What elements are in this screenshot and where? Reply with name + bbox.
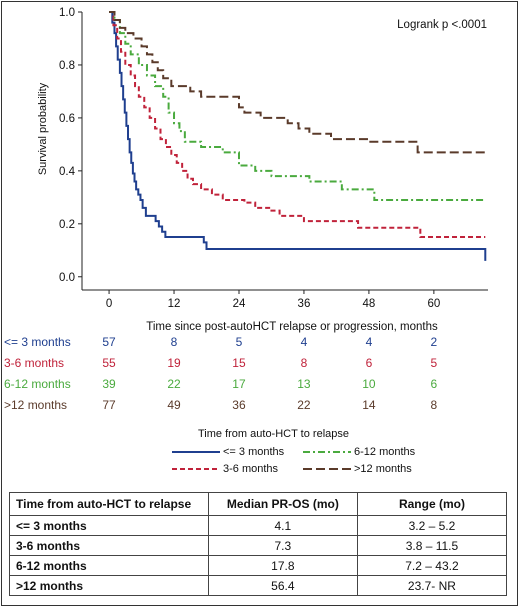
risk-value: 4 [300, 335, 308, 349]
risk-value: 15 [232, 356, 246, 370]
x-tick-label: 36 [298, 298, 311, 310]
table-row: <= 3 months 4.1 3.2 – 5.2 [9, 515, 508, 536]
risk-value: 19 [167, 356, 181, 370]
risk-row: 6-12 months 39 22 17 13 10 6 [0, 377, 520, 393]
y-tick-label: 0.2 [59, 219, 75, 231]
y-tick-label: 0.8 [59, 60, 75, 72]
legend-label: 3-6 months [223, 463, 279, 475]
legend-item-3-6: 3-6 months [172, 463, 278, 475]
risk-value: 14 [362, 398, 376, 412]
table-row: 6-12 months 17.8 7.2 – 43.2 [9, 555, 508, 576]
survival-curve-2 [109, 11, 486, 201]
legend-item-le3: <= 3 months [172, 446, 284, 458]
risk-row: 3-6 months 55 19 15 8 6 5 [0, 356, 520, 372]
table-cell: >12 months [9, 575, 209, 596]
y-tick-label: 0.0 [59, 272, 75, 284]
risk-row: <= 3 months 57 8 5 4 4 2 [0, 335, 520, 351]
x-tick-label: 24 [233, 298, 246, 310]
axes: 0.0 0.2 0.4 0.6 0.8 1.0 0 12 24 36 48 60 [59, 7, 488, 310]
risk-value: 8 [300, 356, 308, 370]
table-header: Range (mo) [356, 492, 508, 516]
legend-label: >12 months [354, 463, 412, 475]
risk-value: 8 [430, 398, 438, 412]
x-tick-label: 12 [168, 298, 181, 310]
y-axis-label: Survival probability [37, 82, 49, 175]
risk-row-label: 6-12 months [4, 377, 71, 391]
table-row: >12 months 56.4 23.7- NR [9, 575, 508, 596]
logrank-annotation: Logrank p <.0001 [397, 19, 487, 31]
y-tick-label: 0.6 [59, 113, 75, 125]
y-tick-label: 0.4 [59, 166, 76, 178]
table-header-row: Time from auto-HCT to relapse Median PR-… [9, 492, 508, 516]
table-row: 3-6 months 7.3 3.8 – 11.5 [9, 535, 508, 556]
risk-value: 39 [102, 377, 116, 391]
table-cell: 6-12 months [9, 555, 209, 576]
x-tick-label: 60 [427, 298, 440, 310]
legend-title: Time from auto-HCT to relapse [198, 428, 349, 440]
risk-row-label: <= 3 months [4, 335, 71, 349]
table-cell: 23.7- NR [356, 575, 508, 596]
risk-value: 6 [430, 377, 438, 391]
legend-item-gt12: >12 months [303, 463, 412, 475]
legend-swatch [172, 451, 220, 454]
risk-value: 57 [102, 335, 116, 349]
risk-value: 49 [167, 398, 181, 412]
risk-value: 77 [102, 398, 116, 412]
survival-curve-0 [109, 11, 487, 261]
risk-row: >12 months 77 49 36 22 14 8 [0, 398, 520, 414]
legend-label: 6-12 months [354, 446, 416, 458]
risk-value: 2 [430, 335, 438, 349]
x-tick-label: 0 [106, 298, 112, 310]
survival-curve-1 [109, 11, 486, 239]
risk-row-label: 3-6 months [4, 356, 65, 370]
risk-value: 8 [170, 335, 178, 349]
table-cell: 3-6 months [9, 535, 209, 556]
curves [109, 11, 487, 261]
risk-value: 22 [167, 377, 181, 391]
legend-swatch [172, 468, 220, 471]
table-cell: 3.8 – 11.5 [356, 535, 508, 556]
risk-value: 4 [365, 335, 373, 349]
risk-value: 5 [235, 335, 243, 349]
risk-value: 55 [102, 356, 116, 370]
legend-item-6-12: 6-12 months [303, 446, 415, 458]
risk-value: 36 [232, 398, 246, 412]
table-cell: 7.3 [207, 535, 358, 556]
risk-value: 10 [362, 377, 376, 391]
y-tick-label: 1.0 [59, 7, 75, 19]
median-os-table: Time from auto-HCT to relapse Median PR-… [9, 492, 508, 596]
risk-value: 13 [297, 377, 311, 391]
risk-value: 17 [232, 377, 246, 391]
legend-swatch [303, 451, 351, 454]
risk-value: 6 [365, 356, 373, 370]
x-tick-label: 48 [363, 298, 376, 310]
x-axis-label: Time since post-autoHCT relapse or progr… [146, 321, 438, 333]
risk-row-label: >12 months [4, 398, 68, 412]
table-cell: 3.2 – 5.2 [356, 515, 508, 536]
legend-swatch [303, 468, 351, 471]
table-cell: <= 3 months [9, 515, 209, 536]
risk-value: 22 [297, 398, 311, 412]
table-header: Time from auto-HCT to relapse [9, 492, 209, 516]
table-cell: 4.1 [207, 515, 358, 536]
table-cell: 56.4 [207, 575, 358, 596]
legend-label: <= 3 months [223, 446, 285, 458]
table-cell: 17.8 [207, 555, 358, 576]
survival-curve-3 [109, 11, 486, 154]
legend: Time from auto-HCT to relapse <= 3 month… [0, 428, 520, 483]
risk-value: 5 [430, 356, 438, 370]
table-cell: 7.2 – 43.2 [356, 555, 508, 576]
table-header: Median PR-OS (mo) [207, 492, 358, 516]
survival-plot: Survival probability Logrank p <.0001 Ti… [37, 7, 488, 333]
